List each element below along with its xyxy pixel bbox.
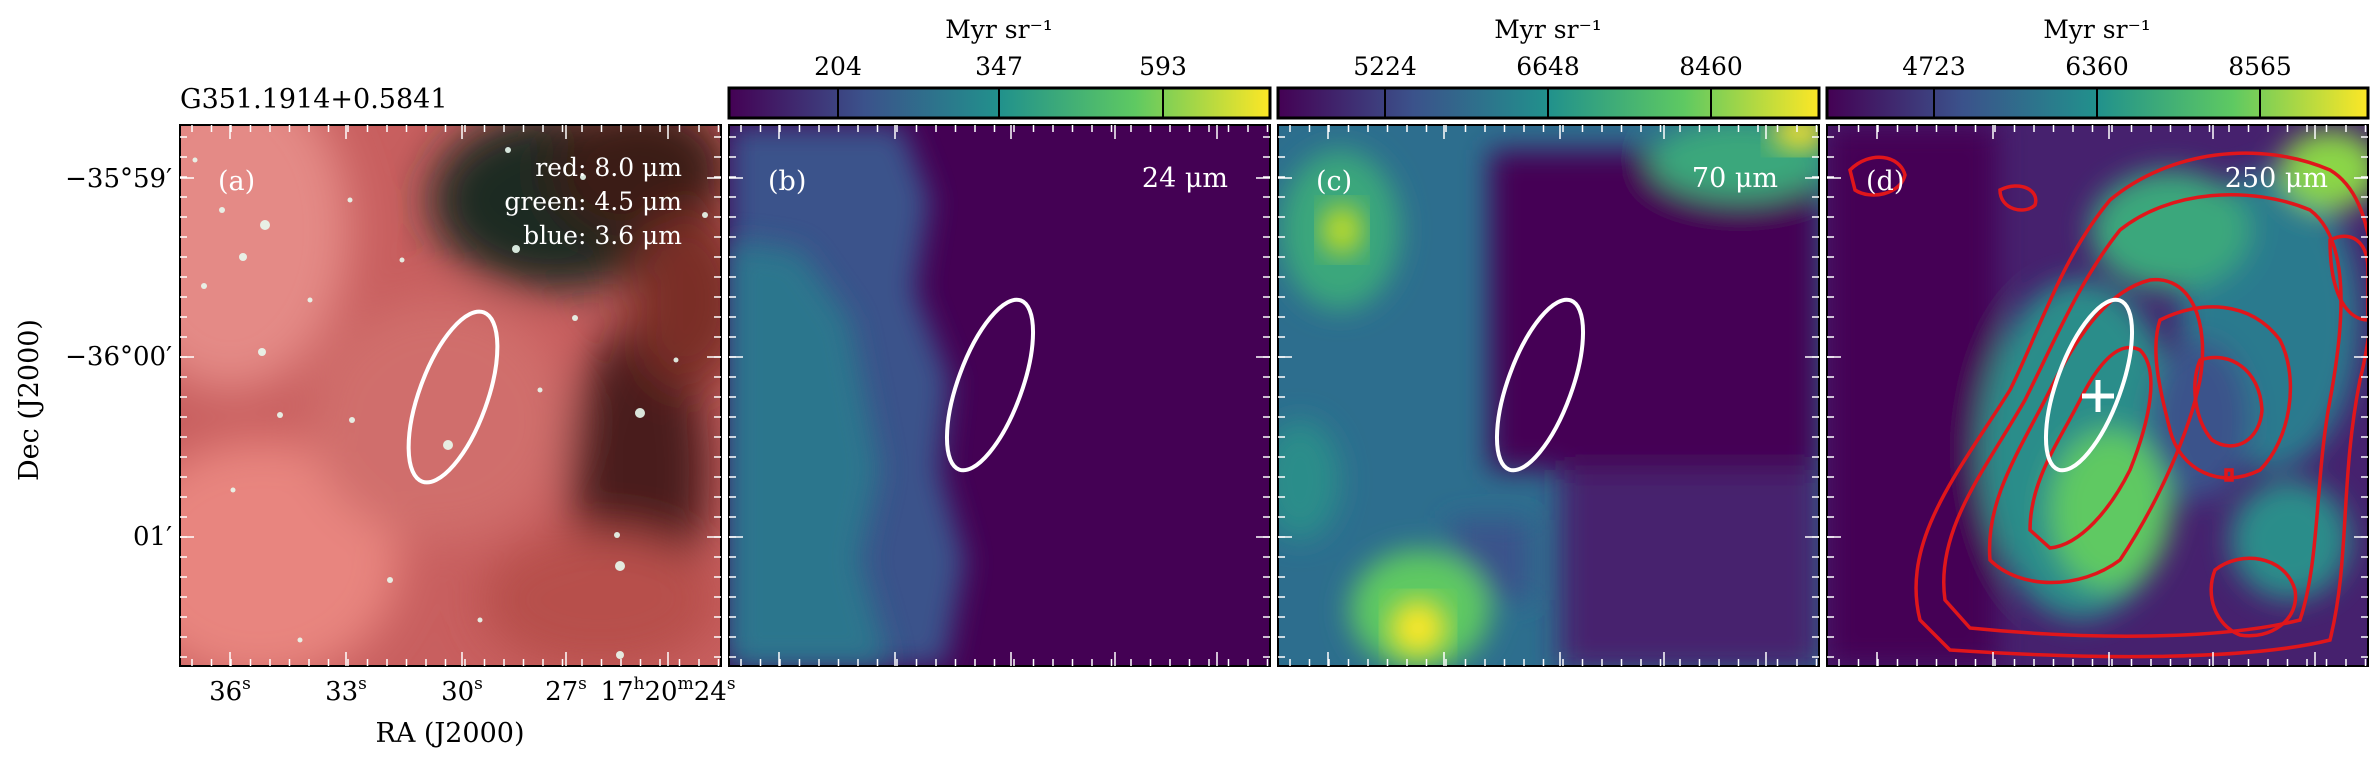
panel-c-image	[1278, 125, 1819, 666]
panel-b: (b) 24 μm	[728, 124, 1271, 667]
panel-tag-c: (c)	[1316, 166, 1352, 197]
x-axis-label: RA (J2000)	[375, 718, 524, 749]
ra-tick-1: 36s	[209, 674, 251, 707]
panel-tag-b: (b)	[768, 166, 806, 197]
dec-tick-2: −36°00′	[65, 342, 172, 372]
colorbar-unit-c: Myr sr⁻¹	[1494, 15, 1602, 44]
rgb-legend-red: red: 8.0 μm	[535, 153, 682, 182]
colorbar-tick-d-2: 6360	[2065, 52, 2129, 81]
colorbar-tick-d-3: 8565	[2228, 52, 2292, 81]
source-marker-cross	[2082, 380, 2114, 412]
panel-d: (d) 250 μm	[1826, 124, 2369, 667]
beam-ellipse-c	[1494, 297, 1586, 473]
colorbar-tick-b-2: 347	[975, 52, 1023, 81]
colorbar-c: Myr sr⁻¹ 5224 6648 8460	[1276, 15, 1821, 120]
panel-a-image	[180, 125, 721, 666]
panel-a-frame	[179, 124, 722, 667]
beam-ellipse-b	[944, 297, 1036, 473]
ra-tick-3: 30s	[441, 674, 483, 707]
ra-tick-2: 33s	[325, 674, 367, 707]
panel-b-image	[729, 125, 1270, 666]
colorbar-unit-b: Myr sr⁻¹	[945, 15, 1053, 44]
ra-tick-5: 17h20m24s	[600, 674, 735, 707]
colorbar-b: Myr sr⁻¹ 204 347 593	[727, 15, 1272, 120]
panel-tag-d: (d)	[1866, 166, 1904, 197]
band-label-c: 70 μm	[1692, 163, 1778, 194]
band-label-d: 250 μm	[2225, 163, 2328, 194]
colorbar-tick-b-1: 204	[814, 52, 862, 81]
rgb-legend-green: green: 4.5 μm	[504, 187, 682, 216]
ra-tick-4: 27s	[545, 674, 587, 707]
y-axis-label: Dec (J2000)	[14, 319, 45, 481]
axis-ticks	[180, 125, 2368, 666]
dec-tick-labels: −35°59′ −36°00′ 01′	[65, 164, 172, 552]
colorbar-tick-b-3: 593	[1139, 52, 1187, 81]
colorbar-d: Myr sr⁻¹ 4723 6360 8565	[1825, 15, 2370, 120]
colorbar-tick-c-1: 5224	[1353, 52, 1417, 81]
ra-tick-labels: 36s 33s 30s 27s 17h20m24s	[209, 674, 735, 707]
panel-a: (a) red: 8.0 μm green: 4.5 μm blue: 3.6 …	[179, 124, 722, 667]
panel-c: (c) 70 μm	[1277, 124, 1820, 667]
source-title: G351.1914+0.5841	[180, 84, 448, 115]
panel-c-frame	[1277, 124, 1820, 667]
panel-tag-a: (a)	[218, 166, 255, 197]
colorbar-tick-d-1: 4723	[1902, 52, 1966, 81]
rgb-legend-blue: blue: 3.6 μm	[523, 221, 682, 250]
dec-tick-1: −35°59′	[65, 164, 172, 194]
rgb-legend: red: 8.0 μm green: 4.5 μm blue: 3.6 μm	[504, 153, 682, 250]
colorbar-tick-c-3: 8460	[1679, 52, 1743, 81]
beam-ellipse-d	[2043, 297, 2135, 473]
beam-ellipse-a	[406, 309, 500, 485]
colorbar-unit-d: Myr sr⁻¹	[2043, 15, 2151, 44]
band-label-b: 24 μm	[1142, 163, 1228, 194]
dec-tick-3: 01′	[133, 522, 172, 552]
panel-d-image	[1827, 125, 2368, 666]
panel-b-frame	[728, 124, 1271, 667]
contours-d	[1848, 151, 2368, 659]
colorbar-tick-c-2: 6648	[1516, 52, 1580, 81]
panel-d-frame	[1826, 124, 2369, 667]
